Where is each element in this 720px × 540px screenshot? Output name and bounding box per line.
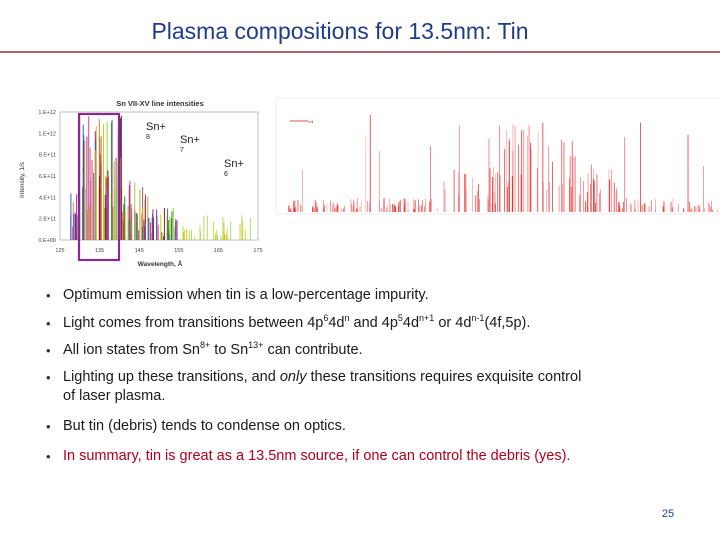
- bullet-text: or 4d: [434, 315, 472, 331]
- superscript: 5: [397, 313, 403, 323]
- bullet-text: (4f,5p).: [484, 315, 531, 331]
- emphasis-text: only: [279, 369, 307, 385]
- y-tick-label: 8.E+11: [39, 153, 56, 159]
- ion-label-sn8: Sn+ 8: [146, 121, 166, 141]
- right-spectrum-chart: 1: [275, 97, 720, 215]
- bullet-text: Optimum emission when tin is a low-perce…: [63, 287, 429, 303]
- superscript: 13+: [248, 340, 264, 350]
- right-spectral-lines: [288, 115, 718, 212]
- left-chart-xlabel: Wavelength, Å: [138, 259, 183, 268]
- superscript: n-1: [471, 313, 485, 323]
- ion-label-sn7-text: Sn+: [180, 134, 200, 146]
- bullet-item: Light comes from transitions between 4p6…: [46, 313, 710, 334]
- euv-band-highlight: [77, 112, 121, 262]
- x-tick-label: 165: [214, 248, 223, 254]
- ion-label-sn7-sub: 7: [180, 147, 184, 154]
- y-tick-label: 6.E+11: [39, 174, 56, 180]
- bullet-text-continued: of laser plasma.: [63, 388, 166, 404]
- superscript: 6: [323, 313, 329, 323]
- superscript: n+1: [419, 313, 435, 323]
- ion-label-sn6-text: Sn+: [224, 158, 244, 170]
- x-tick-label: 145: [135, 248, 144, 254]
- bullet-item: Optimum emission when tin is a low-perce…: [46, 286, 710, 305]
- bullet-item: But tin (debris) tends to condense on op…: [46, 417, 710, 436]
- right-legend-text: 1: [309, 120, 315, 124]
- bullet-item: Lighting up these transitions, and only …: [46, 368, 710, 406]
- superscript: n: [344, 313, 350, 323]
- bullet-text: 4d: [328, 315, 345, 331]
- bullet-text: Light comes from transitions between 4p: [63, 315, 324, 331]
- left-chart-title: Sn VII-XV line intensities: [116, 99, 204, 108]
- y-tick-label: 1.E+12: [38, 110, 56, 116]
- ion-label-sn7: Sn+ 7: [180, 134, 200, 154]
- bullet-list: Optimum emission when tin is a low-perce…: [46, 286, 710, 466]
- left-x-ticks: 125 135 145 155 165 175: [55, 248, 262, 254]
- title-divider: [0, 51, 720, 53]
- bullet-text: Lighting up these transitions, and: [63, 369, 280, 385]
- bullet-text: can contribute.: [263, 342, 363, 358]
- left-spectrum-chart: Sn VII-XV line intensities Intensity, 1/…: [19, 99, 263, 268]
- bullet-text: 4d: [402, 315, 420, 331]
- y-tick-label: 0.E+00: [38, 238, 56, 244]
- x-tick-label: 175: [253, 248, 262, 254]
- page-number: 25: [661, 508, 675, 520]
- bullet-text: these transitions requires exquisite con…: [306, 369, 582, 385]
- bullet-text: All ion states from Sn: [63, 342, 200, 358]
- ion-label-sn6: Sn+ 6: [224, 158, 244, 178]
- y-tick-label: 2.E+11: [39, 217, 56, 223]
- ion-label-sn8-text: Sn+: [146, 121, 166, 133]
- spectra-figure: Sn VII-XV line intensities Intensity, 1/…: [19, 97, 720, 268]
- bullet-text: and 4p: [349, 315, 398, 331]
- x-tick-label: 155: [174, 248, 183, 254]
- x-tick-label: 135: [95, 248, 104, 254]
- left-y-ticks: 1.E+12 1.E+12 8.E+11 6.E+11 4.E+11 2.E+11 0.E+…: [38, 110, 56, 244]
- bullet-text: In summary, tin is great as a 13.5nm sou…: [63, 448, 571, 464]
- bullet-text: But tin (debris) tends to condense on op…: [63, 418, 346, 434]
- y-tick-label: 1.E+12: [38, 131, 56, 137]
- x-tick-label: 125: [55, 248, 64, 254]
- left-plot-area: [59, 111, 259, 241]
- bullet-text: to Sn: [210, 342, 249, 358]
- ion-label-sn8-sub: 8: [146, 134, 150, 141]
- superscript: 8+: [200, 340, 211, 350]
- bullet-item-summary: In summary, tin is great as a 13.5nm sou…: [46, 447, 710, 466]
- left-chart-ylabel: Intensity, 1/s: [19, 161, 26, 198]
- slide-title: Plasma compositions for 13.5nm: Tin: [151, 18, 529, 44]
- bullet-item: All ion states from Sn8+ to Sn13+ can co…: [46, 340, 710, 361]
- ion-label-sn6-sub: 6: [224, 171, 228, 178]
- y-tick-label: 4.E+11: [39, 195, 56, 201]
